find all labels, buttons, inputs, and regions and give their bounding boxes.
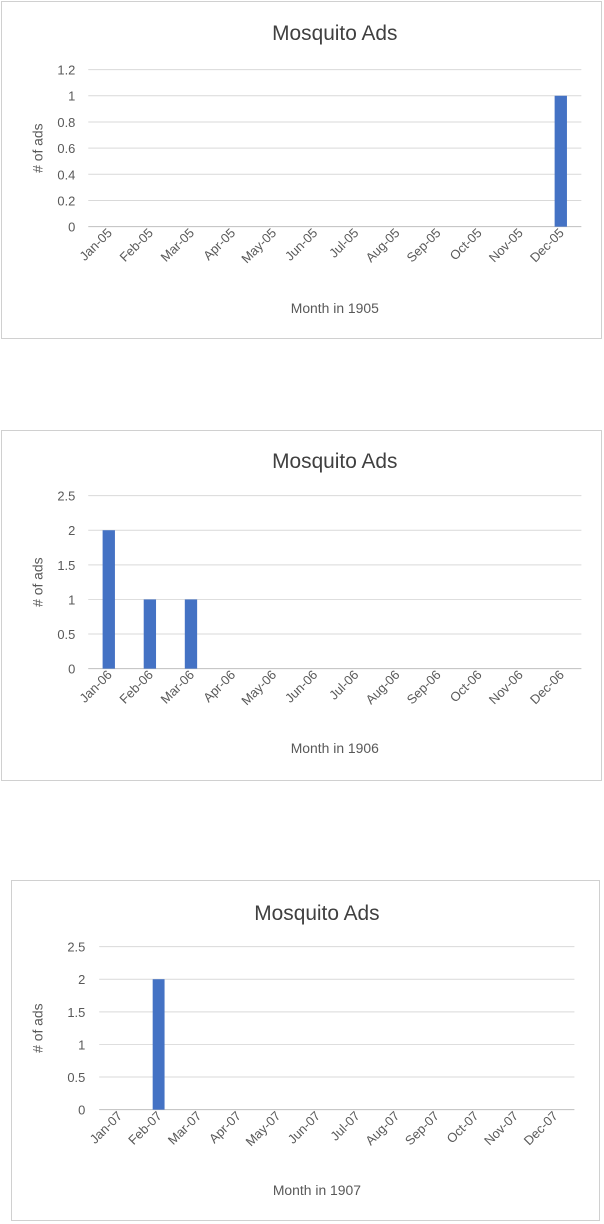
chart-1-bar-Mar-06	[184, 599, 198, 669]
chart-1-y-tick-label: 0	[68, 662, 75, 677]
chart-2-title: Mosquito Ads	[254, 902, 379, 925]
chart-0-y-tick-label: 0.2	[57, 193, 75, 208]
chart-2-y-tick-label: 0	[78, 1103, 85, 1118]
chart-1-y-axis-title: # of ads	[29, 557, 45, 607]
chart-0-x-tick-label: Apr-05	[200, 225, 238, 263]
chart-1-y-tick-label: 1.5	[57, 558, 75, 573]
chart-2-x-axis-title: Month in 1907	[273, 1182, 361, 1198]
chart-0-x-axis-title: Month in 1905	[291, 300, 379, 316]
chart-0-y-tick-label: 0	[68, 220, 75, 235]
chart-1-x-tick-label: Nov-06	[486, 667, 526, 707]
chart-0-bar-Dec-05	[554, 95, 567, 227]
chart-1-y-tick-label: 0.5	[57, 627, 75, 642]
chart-2-x-tick-label: Nov-07	[481, 1108, 521, 1148]
chart-2-bar-Feb-07	[152, 979, 165, 1110]
chart-0-y-tick-label: 0.6	[57, 141, 75, 156]
chart-1-bar-Feb-06	[143, 599, 157, 669]
chart-1-x-tick-label: Mar-06	[158, 667, 198, 707]
chart-1-x-tick-label: Apr-06	[200, 667, 238, 705]
chart-1-title: Mosquito Ads	[272, 450, 397, 473]
chart-1906-svg: Mosquito Ads 0 0.5 1 1.5 2 2.5 Jan-06 Feb-06 Mar-…	[29, 450, 582, 756]
chart-1-y-tick-label: 2	[68, 523, 75, 538]
chart-0-x-tick-label: Jul-05	[326, 225, 361, 260]
chart-0-x-tick-label: Jan-05	[76, 225, 115, 264]
chart-2-y-axis-title: # of ads	[30, 1003, 46, 1053]
chart-0-x-tick-label: Aug-05	[362, 225, 402, 265]
chart-0-x-tick-label: Nov-05	[486, 225, 526, 265]
chart-1-bar-Jan-06	[102, 530, 115, 669]
chart-2-x-tick-label: Sep-07	[402, 1108, 442, 1148]
chart-0-x-tick-label: May-05	[238, 225, 279, 266]
chart-2-x-tick-label: Apr-07	[206, 1108, 244, 1146]
chart-1-y-tick-label: 1	[68, 592, 75, 607]
chart-0-y-tick-label: 0.4	[57, 167, 75, 182]
chart-2-x-tick-label: Aug-07	[362, 1108, 402, 1148]
chart-0-title: Mosquito Ads	[272, 22, 397, 45]
chart-2-x-tick-label: Mar-07	[165, 1108, 205, 1148]
chart-0-x-tick-label: Feb-05	[116, 225, 156, 265]
chart-0-x-tick-label: Dec-05	[527, 225, 567, 265]
chart-1906: Mosquito Ads 0 0.5 1 1.5 2 2.5 Jan-06 Feb-06 Mar-…	[1, 430, 602, 781]
chart-2-y-tick-label: 1	[78, 1037, 85, 1052]
chart-1-x-tick-label: Sep-06	[404, 667, 444, 707]
chart-1-x-axis-title: Month in 1906	[291, 740, 379, 756]
chart-0-x-tick-label: Mar-05	[158, 225, 198, 265]
chart-1-x-tick-label: Jul-06	[326, 667, 361, 702]
chart-1-x-tick-label: Oct-06	[447, 667, 485, 705]
chart-1905: Mosquito Ads 0 0.2 0.4 0.6 0.8 1 1.2 Jan-05 Feb-0…	[1, 1, 602, 339]
chart-0-x-tick-label: Sep-05	[404, 225, 444, 265]
chart-2-y-tick-label: 0.5	[67, 1070, 85, 1085]
chart-0-y-tick-label: 1.2	[57, 63, 75, 78]
chart-0-x-tick-label: Jun-05	[282, 225, 321, 264]
chart-2-x-tick-label: Dec-07	[521, 1108, 561, 1148]
chart-2-y-tick-label: 2.5	[67, 940, 85, 955]
chart-1905-svg: Mosquito Ads 0 0.2 0.4 0.6 0.8 1 1.2 Jan-05 Feb-0…	[30, 22, 582, 316]
chart-1-x-tick-label: Dec-06	[527, 667, 567, 707]
chart-2-x-tick-label: Jan-07	[87, 1108, 126, 1147]
chart-1-x-tick-label: Jun-06	[282, 667, 321, 706]
chart-1907: Mosquito Ads 0 0.5 1 1.5 2 2.5 Jan-07 Feb-07 Mar-…	[11, 880, 600, 1221]
chart-0-y-axis-title: # of ads	[30, 123, 46, 173]
chart-1-x-tick-label: May-06	[238, 667, 279, 708]
chart-2-y-tick-label: 2	[78, 972, 85, 987]
chart-2-x-tick-label: Jul-07	[327, 1108, 362, 1143]
chart-2-x-tick-label: May-07	[242, 1108, 283, 1149]
chart-0-x-tick-label: Oct-05	[447, 225, 485, 263]
chart-1-x-tick-label: Feb-06	[116, 667, 156, 707]
chart-0-y-tick-label: 1	[68, 89, 75, 104]
chart-1-y-tick-label: 2.5	[57, 489, 75, 504]
chart-1-x-tick-label: Jan-06	[76, 667, 115, 706]
chart-1907-svg: Mosquito Ads 0 0.5 1 1.5 2 2.5 Jan-07 Feb-07 Mar-…	[30, 902, 575, 1198]
chart-0-y-tick-label: 0.8	[57, 115, 75, 130]
chart-2-y-tick-label: 1.5	[67, 1005, 85, 1020]
chart-2-x-tick-label: Oct-07	[444, 1108, 482, 1146]
chart-2-x-tick-label: Feb-07	[125, 1108, 165, 1148]
chart-2-x-tick-label: Jun-07	[285, 1108, 324, 1147]
chart-1-x-tick-label: Aug-06	[363, 667, 403, 707]
